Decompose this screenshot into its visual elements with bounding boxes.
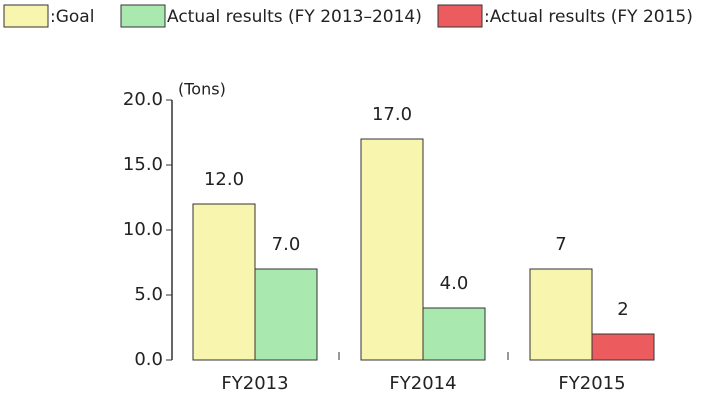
legend-swatch [120,4,166,28]
data-label: 7.0 [272,234,301,255]
y-tick-label: 10.0 [123,219,163,240]
y-tick-label: 0.0 [134,349,163,370]
bar [529,268,593,361]
y-tick-label: 15.0 [123,154,163,175]
bar [591,333,655,361]
legend: :Goal Actual results (FY 2013–2014) :Actua… [3,4,693,28]
legend-label: :Actual results (FY 2015) [484,7,693,27]
bar [254,268,318,361]
data-label: 17.0 [372,104,412,125]
bar [192,203,256,361]
legend-label: Actual results (FY 2013–2014) [167,7,422,27]
legend-swatch [3,4,49,28]
x-tick-label: FY2014 [389,373,456,394]
axis-label: (Tons) [178,80,226,99]
y-tick-label: 5.0 [134,284,163,305]
x-tick-label: FY2013 [221,373,288,394]
data-label: 2 [617,299,628,320]
data-label: 12.0 [204,169,244,190]
data-label: 7 [555,234,566,255]
legend-label: :Goal [50,7,94,27]
data-label: 4.0 [440,273,469,294]
legend-swatch [437,4,483,28]
bar [360,138,424,361]
x-tick-label: FY2015 [558,373,625,394]
bar [422,307,486,361]
y-tick-label: 20.0 [123,89,163,110]
